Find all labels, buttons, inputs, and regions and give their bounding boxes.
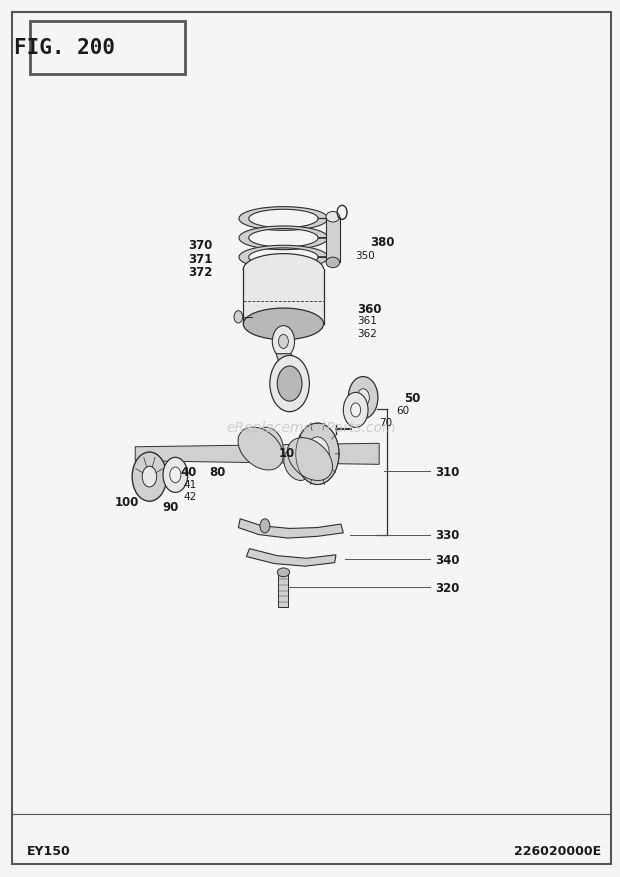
Ellipse shape [288,438,332,481]
Ellipse shape [243,309,324,340]
Circle shape [278,368,301,400]
Text: 80: 80 [210,466,226,478]
Bar [278,573,288,607]
FancyArrowPatch shape [311,424,312,431]
Bar [30,22,185,75]
FancyArrowPatch shape [332,436,335,439]
Text: 380: 380 [370,236,394,248]
Text: 372: 372 [188,266,213,278]
Text: 41: 41 [184,479,197,489]
Circle shape [142,467,157,488]
Bar [326,217,340,263]
Text: 310: 310 [435,466,459,478]
Circle shape [296,424,339,485]
Circle shape [260,519,270,533]
FancyArrowPatch shape [299,436,303,439]
Polygon shape [276,354,301,368]
Ellipse shape [326,212,340,223]
Circle shape [170,467,181,483]
FancyArrowPatch shape [299,469,303,473]
Circle shape [277,367,302,402]
Circle shape [163,458,188,493]
Text: 10: 10 [279,446,295,459]
Text: eReplacementParts.com: eReplacementParts.com [226,421,396,435]
Text: 320: 320 [435,581,459,594]
Text: 90: 90 [162,501,179,513]
Text: 330: 330 [435,529,459,541]
Text: 361: 361 [358,316,378,326]
Circle shape [343,393,368,428]
Text: 40: 40 [180,466,197,478]
Circle shape [234,311,242,324]
Polygon shape [239,246,328,269]
Text: 50: 50 [404,392,420,404]
Polygon shape [243,270,324,324]
Text: 350: 350 [355,251,375,261]
Circle shape [348,377,378,419]
Text: 360: 360 [358,303,382,315]
Polygon shape [238,519,343,538]
Ellipse shape [243,254,324,286]
Text: 226020000E: 226020000E [515,845,601,857]
Ellipse shape [326,258,340,268]
FancyArrowPatch shape [322,424,324,431]
Circle shape [351,403,361,417]
Ellipse shape [257,428,283,459]
Text: 100: 100 [115,496,140,508]
Ellipse shape [284,450,310,481]
Text: 340: 340 [435,553,459,566]
Circle shape [306,438,329,471]
Polygon shape [135,444,379,465]
FancyArrowPatch shape [332,469,335,473]
Polygon shape [246,549,336,567]
FancyArrowPatch shape [322,477,324,485]
Text: 60: 60 [396,405,410,416]
Text: EY150: EY150 [27,845,71,857]
FancyArrowPatch shape [311,477,312,485]
Polygon shape [239,227,328,250]
Circle shape [272,326,294,358]
Text: 70: 70 [379,417,392,428]
Text: 362: 362 [358,328,378,339]
Circle shape [132,453,167,502]
Text: 371: 371 [188,253,213,265]
Circle shape [278,335,288,349]
Text: FIG. 200: FIG. 200 [14,39,115,58]
Circle shape [357,389,370,407]
Ellipse shape [277,568,290,577]
Text: 370: 370 [188,239,213,252]
Ellipse shape [238,428,283,470]
Circle shape [270,356,309,412]
Text: 42: 42 [184,491,197,502]
Polygon shape [239,208,328,231]
